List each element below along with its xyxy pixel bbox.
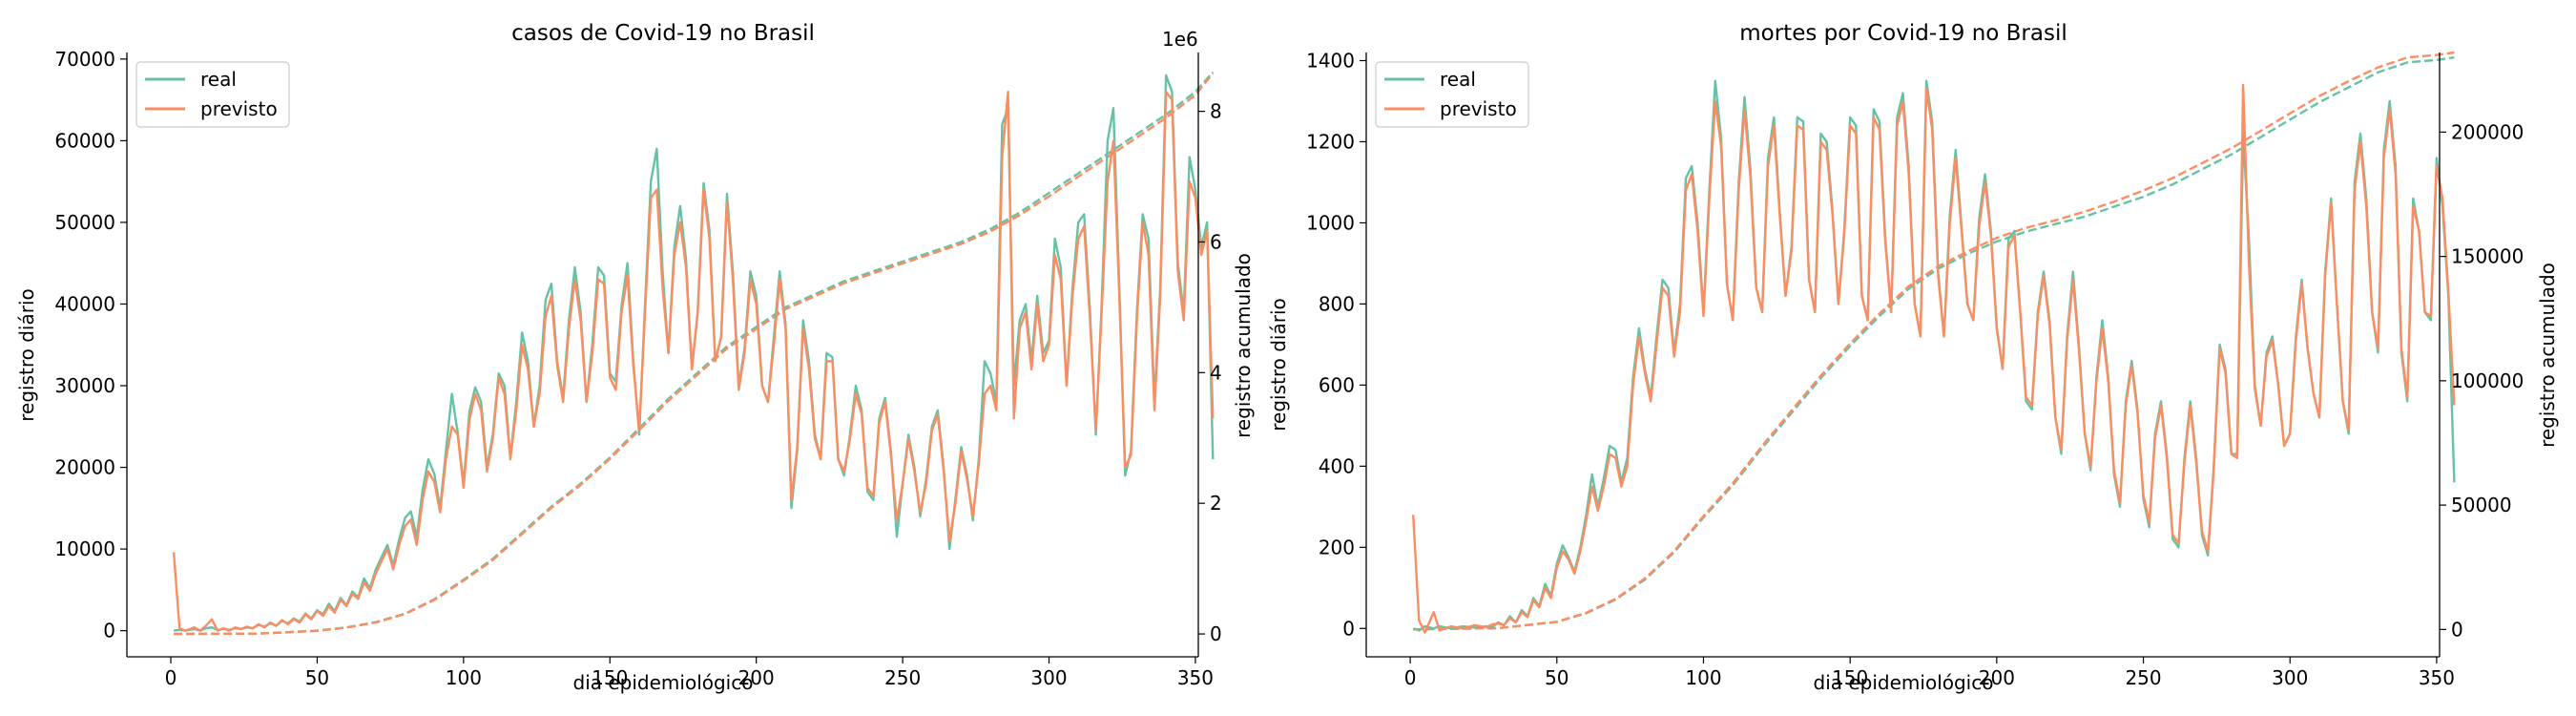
x-ticks: 0 50 100 150 200 250 300 350 [1404, 657, 2455, 689]
series-line-previsto [172, 90, 1215, 632]
y2-offset-text: 1e6 [1162, 28, 1198, 51]
y-tick-label: 30000 [54, 374, 115, 397]
chart-casos: casos de Covid-19 no Brasil 0 50 100 150 200… [15, 21, 1255, 694]
y-axis-label: registro diário [1267, 298, 1290, 432]
y2-axis-label: registro acumulado [1232, 253, 1255, 438]
y-tick-label: 10000 [54, 537, 115, 560]
y-tick-label: 1200 [1306, 130, 1355, 153]
x-axis-label: dia epidemiológico [573, 671, 754, 694]
y2-ticks: 0 50000 100000 150000 200000 [2440, 120, 2524, 641]
x-tick-label: 300 [1030, 666, 1067, 689]
series-line-previsto [1412, 83, 2456, 634]
y2-tick-label: 6 [1210, 230, 1222, 253]
x-axis-label: dia epidemiológico [1814, 671, 1994, 694]
y-tick-label: 1000 [1306, 211, 1355, 234]
y2-tick-label: 200000 [2451, 120, 2524, 143]
y-ticks: 0 10000 20000 30000 40000 50000 60000 70000 [54, 48, 127, 642]
y-tick-label: 20000 [54, 456, 115, 479]
y2-ticks: 0 2 4 6 8 [1198, 100, 1222, 645]
y-tick-label: 0 [103, 620, 115, 642]
axes [1365, 53, 2441, 658]
legend-label-real: real [1440, 68, 1476, 91]
x-tick-label: 150 [592, 666, 628, 689]
x-tick-label: 300 [2272, 666, 2308, 689]
y-tick-label: 200 [1319, 536, 1355, 558]
y2-tick-label: 2 [1210, 492, 1222, 515]
y-tick-label: 70000 [54, 48, 115, 71]
x-tick-label: 350 [1177, 666, 1214, 689]
y2-axis-label: registro acumulado [2536, 263, 2559, 448]
legend: real previsto [1375, 61, 1529, 128]
x-ticks: 0 50 100 150 200 250 300 350 [165, 657, 1214, 689]
y2-tick-label: 150000 [2451, 245, 2524, 268]
y2-tick-label: 8 [1210, 100, 1222, 123]
chart-title: mortes por Covid-19 no Brasil [1739, 21, 2067, 46]
series-line-previsto-acumulado [1413, 51, 2455, 631]
x-tick-label: 250 [884, 666, 921, 689]
y-tick-label: 50000 [54, 211, 115, 234]
legend: real previsto [135, 61, 290, 128]
plot-area [172, 71, 1215, 636]
y-tick-label: 1400 [1306, 49, 1355, 72]
legend-label-previsto: previsto [200, 97, 278, 120]
y-tick-label: 400 [1319, 454, 1355, 477]
plot-area [1412, 51, 2456, 634]
y2-tick-label: 0 [2451, 618, 2463, 641]
y-tick-label: 600 [1319, 373, 1355, 396]
x-tick-label: 0 [1404, 666, 1417, 689]
x-tick-label: 50 [1545, 666, 1568, 689]
y2-tick-label: 50000 [2451, 494, 2512, 516]
chart-mortes: mortes por Covid-19 no Brasil 0 50 100 150 2… [1267, 21, 2559, 694]
x-tick-label: 100 [1685, 666, 1721, 689]
series-line-previsto-acumulado [174, 73, 1215, 636]
x-tick-label: 200 [1979, 666, 2015, 689]
y-tick-label: 60000 [54, 129, 115, 152]
y2-tick-label: 100000 [2451, 369, 2524, 392]
x-tick-label: 200 [738, 666, 775, 689]
legend-label-previsto: previsto [1440, 97, 1517, 120]
y-tick-label: 0 [1342, 617, 1355, 640]
x-tick-label: 350 [2419, 666, 2455, 689]
x-tick-label: 250 [2125, 666, 2161, 689]
y-axis-label: registro diário [15, 288, 38, 422]
legend-label-real: real [200, 68, 237, 91]
y-ticks: 0 200 400 600 800 1000 1200 1400 [1306, 49, 1366, 640]
y-tick-label: 40000 [54, 292, 115, 315]
x-tick-label: 150 [1832, 666, 1868, 689]
x-tick-label: 0 [165, 666, 177, 689]
axes [126, 53, 1199, 658]
chart-title: casos de Covid-19 no Brasil [511, 21, 815, 46]
y-tick-label: 800 [1319, 292, 1355, 315]
x-tick-label: 50 [305, 666, 329, 689]
y2-tick-label: 0 [1210, 622, 1222, 645]
x-tick-label: 100 [446, 666, 482, 689]
y2-tick-label: 4 [1210, 361, 1222, 384]
